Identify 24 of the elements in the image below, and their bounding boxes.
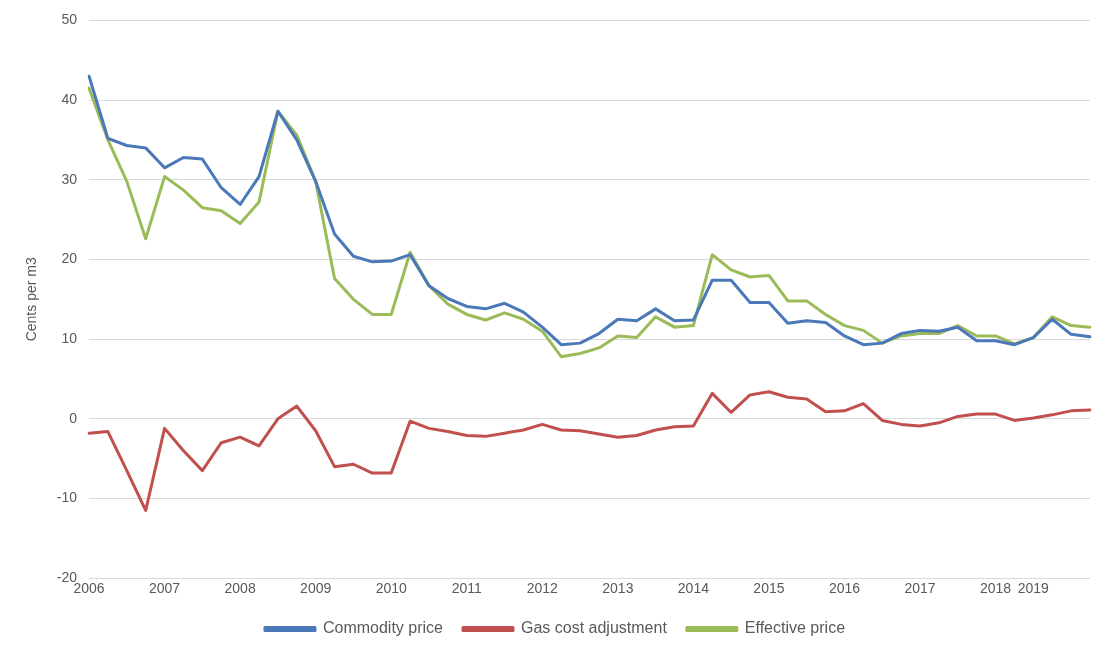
y-tick-label: 30	[61, 170, 78, 187]
x-tick-label: 2007	[149, 580, 181, 597]
y-tick-label: -10	[56, 489, 78, 506]
x-tick-label: 2014	[677, 580, 710, 597]
x-tick-label: 2009	[300, 580, 332, 597]
y-tick-label: 0	[69, 409, 78, 426]
legend-label: Commodity price	[322, 619, 444, 637]
x-tick-label: 2012	[526, 580, 559, 597]
x-tick-label: 2016	[828, 580, 861, 597]
legend-label: Gas cost adjustment	[521, 619, 668, 637]
x-tick-label: 2011	[451, 580, 483, 597]
x-tick-label: 2015	[753, 580, 785, 597]
y-tick-label: 20	[61, 250, 78, 267]
x-tick-label: 2010	[375, 580, 407, 597]
y-tick-label: 50	[61, 11, 78, 28]
x-tick-label: 2013	[602, 580, 634, 597]
y-axis-title: Cents per m3	[23, 257, 40, 342]
x-tick-label: 2017	[904, 580, 936, 597]
y-tick-label: 10	[61, 330, 78, 346]
x-tick-label: 2008	[224, 580, 256, 597]
legend-label: Effective price	[744, 619, 846, 637]
y-tick-label: 40	[61, 90, 78, 107]
x-tick-label: 2019	[1017, 580, 1050, 597]
x-tick-label: 2018	[979, 580, 1012, 597]
